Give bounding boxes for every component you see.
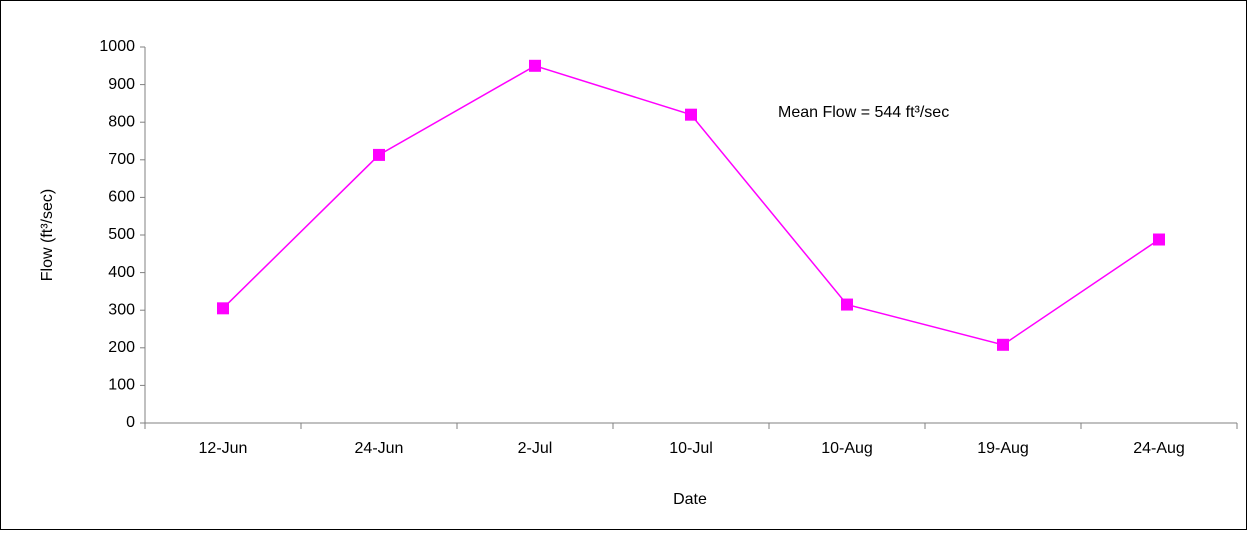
x-tick-label: 19-Aug: [977, 440, 1029, 457]
marker: [841, 298, 853, 311]
x-tick-label: 24-Jun: [355, 440, 404, 457]
y-tick-label: 900: [108, 76, 135, 93]
marker: [685, 108, 697, 121]
y-tick-label: 500: [108, 226, 135, 243]
x-axis-label: Date: [673, 491, 707, 508]
x-tick-label: 24-Aug: [1133, 440, 1185, 457]
y-axis-label: Flow (ft³/sec): [39, 189, 56, 281]
y-tick-label: 300: [108, 301, 135, 318]
y-tick-label: 200: [108, 339, 135, 356]
x-tick-label: 12-Jun: [199, 440, 248, 457]
x-tick-label: 10-Aug: [821, 440, 873, 457]
y-tick-label: 1000: [99, 38, 135, 55]
marker: [1153, 233, 1165, 246]
x-tick-label: 10-Jul: [669, 440, 713, 457]
y-tick-label: 400: [108, 264, 135, 281]
marker: [997, 338, 1009, 351]
y-tick-label: 100: [108, 377, 135, 394]
y-tick-label: 700: [108, 151, 135, 168]
x-tick-label: 2-Jul: [518, 440, 553, 457]
y-tick-label: 600: [108, 189, 135, 206]
marker: [217, 302, 229, 315]
y-tick-label: 0: [126, 414, 135, 431]
annotation: Mean Flow = 544 ft³/sec: [778, 104, 949, 121]
marker: [373, 148, 385, 161]
y-tick-label: 800: [108, 113, 135, 130]
marker: [529, 59, 541, 72]
